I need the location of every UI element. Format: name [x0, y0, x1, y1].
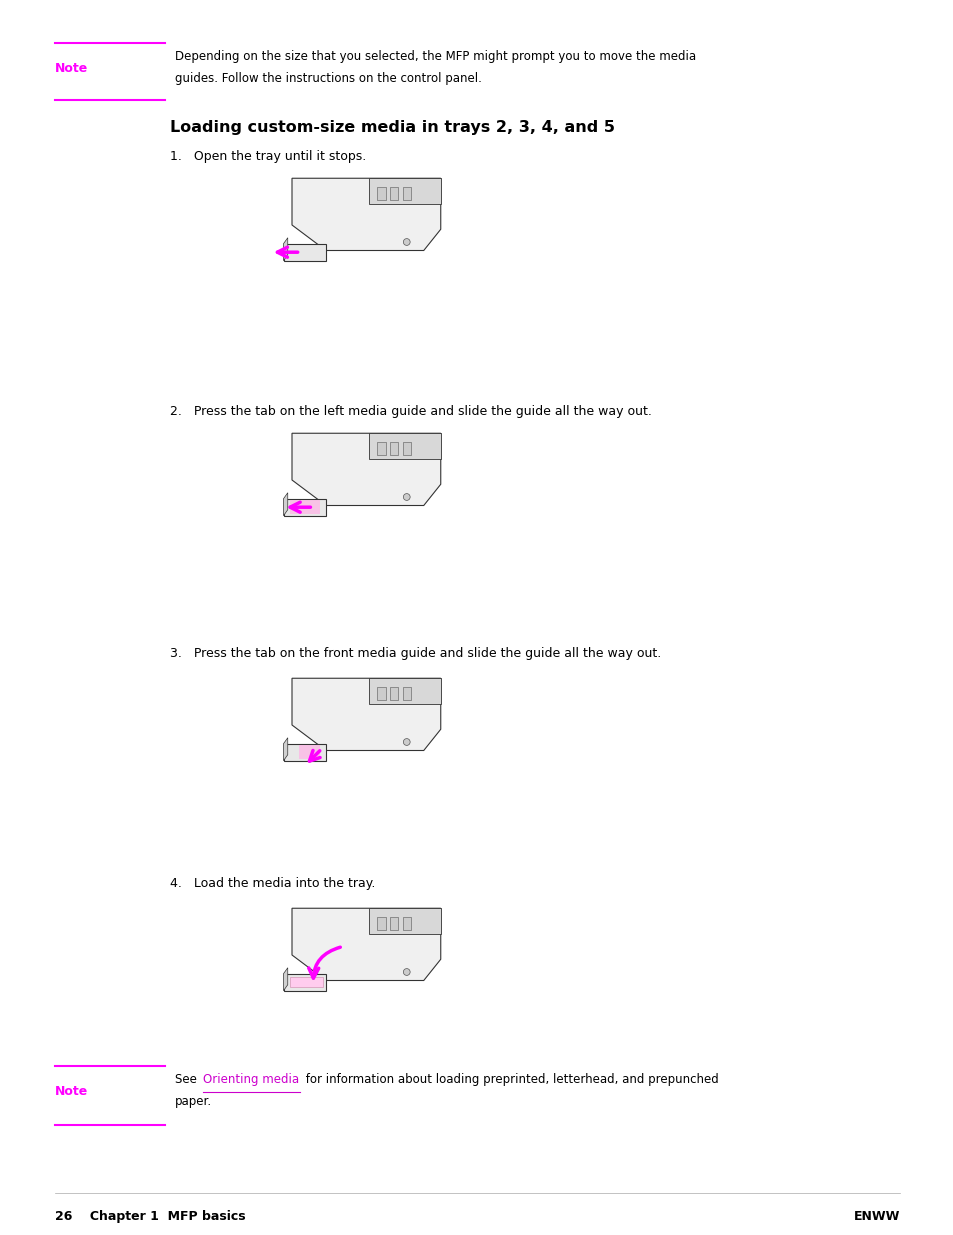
Text: Depending on the size that you selected, the MFP might prompt you to move the me: Depending on the size that you selected,…: [174, 49, 696, 63]
Text: for information about loading preprinted, letterhead, and prepunched: for information about loading preprinted…: [302, 1073, 718, 1086]
Polygon shape: [283, 968, 288, 990]
Text: paper.: paper.: [174, 1095, 212, 1108]
Polygon shape: [368, 178, 440, 204]
Text: guides. Follow the instructions on the control panel.: guides. Follow the instructions on the c…: [174, 72, 481, 85]
Bar: [290, 500, 319, 514]
Bar: [390, 442, 397, 454]
Polygon shape: [292, 678, 440, 751]
Bar: [390, 916, 397, 930]
Bar: [376, 687, 385, 699]
Polygon shape: [283, 238, 288, 261]
Polygon shape: [283, 737, 288, 761]
Polygon shape: [283, 499, 326, 516]
Bar: [290, 977, 322, 987]
Circle shape: [403, 494, 410, 500]
Bar: [390, 186, 397, 200]
Bar: [402, 687, 411, 699]
Circle shape: [403, 238, 410, 246]
Text: 26    Chapter 1  MFP basics: 26 Chapter 1 MFP basics: [55, 1210, 245, 1223]
Polygon shape: [292, 178, 440, 251]
Polygon shape: [283, 743, 326, 761]
Polygon shape: [283, 973, 326, 990]
Text: Orienting media: Orienting media: [203, 1073, 299, 1086]
Polygon shape: [368, 433, 440, 458]
Bar: [390, 687, 397, 699]
Text: Note: Note: [55, 1086, 89, 1098]
Polygon shape: [368, 678, 440, 704]
Polygon shape: [283, 493, 288, 516]
Bar: [402, 442, 411, 454]
Text: Note: Note: [55, 62, 89, 75]
Polygon shape: [292, 908, 440, 981]
Text: 2.   Press the tab on the left media guide and slide the guide all the way out.: 2. Press the tab on the left media guide…: [170, 405, 651, 417]
Bar: [376, 186, 385, 200]
Circle shape: [403, 968, 410, 976]
Text: 3.   Press the tab on the front media guide and slide the guide all the way out.: 3. Press the tab on the front media guid…: [170, 647, 660, 659]
Bar: [376, 442, 385, 454]
Text: 1.   Open the tray until it stops.: 1. Open the tray until it stops.: [170, 149, 366, 163]
Polygon shape: [368, 908, 440, 934]
Text: 4.   Load the media into the tray.: 4. Load the media into the tray.: [170, 877, 375, 890]
Bar: [298, 746, 319, 760]
Bar: [402, 186, 411, 200]
Polygon shape: [283, 243, 326, 261]
Text: ENWW: ENWW: [853, 1210, 899, 1223]
Circle shape: [403, 739, 410, 746]
Bar: [402, 916, 411, 930]
Text: See: See: [174, 1073, 200, 1086]
Text: Loading custom-size media in trays 2, 3, 4, and 5: Loading custom-size media in trays 2, 3,…: [170, 120, 615, 135]
Bar: [376, 916, 385, 930]
Polygon shape: [292, 433, 440, 505]
